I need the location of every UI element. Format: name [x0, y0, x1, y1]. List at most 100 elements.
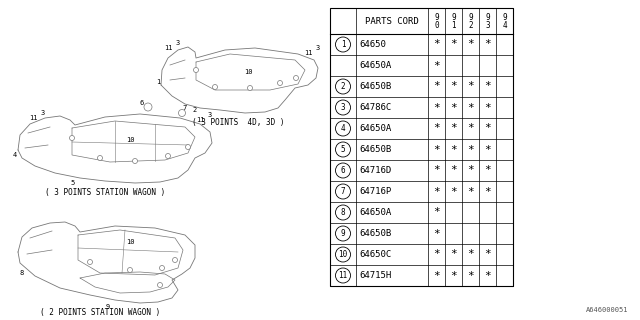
Circle shape — [212, 84, 218, 90]
Text: 11: 11 — [196, 117, 204, 123]
Text: *: * — [433, 270, 440, 281]
Text: 0: 0 — [434, 21, 439, 30]
Text: 3: 3 — [485, 21, 490, 30]
Text: 9: 9 — [502, 12, 507, 21]
Circle shape — [335, 226, 351, 241]
Text: 11: 11 — [304, 50, 312, 56]
Circle shape — [335, 163, 351, 178]
Text: 10: 10 — [125, 239, 134, 245]
Text: *: * — [433, 187, 440, 196]
Text: *: * — [450, 124, 457, 133]
Circle shape — [157, 283, 163, 287]
Text: *: * — [433, 228, 440, 238]
Bar — [330, 8, 513, 286]
Text: 1: 1 — [340, 40, 346, 49]
Circle shape — [335, 121, 351, 136]
Circle shape — [335, 247, 351, 262]
Text: *: * — [450, 102, 457, 113]
Text: 64715H: 64715H — [359, 271, 391, 280]
Text: 64650A: 64650A — [359, 124, 391, 133]
Text: 2: 2 — [468, 21, 473, 30]
Text: ( 2 POINTS STATION WAGON ): ( 2 POINTS STATION WAGON ) — [40, 308, 160, 316]
Text: 10: 10 — [125, 137, 134, 143]
Text: *: * — [450, 82, 457, 92]
Text: *: * — [450, 187, 457, 196]
Circle shape — [278, 81, 282, 85]
Circle shape — [335, 205, 351, 220]
Text: *: * — [450, 39, 457, 50]
Text: 3: 3 — [176, 40, 180, 46]
Text: 3: 3 — [340, 103, 346, 112]
Circle shape — [335, 268, 351, 283]
Circle shape — [335, 37, 351, 52]
Text: *: * — [467, 102, 474, 113]
Text: 9: 9 — [485, 12, 490, 21]
Circle shape — [144, 103, 152, 111]
Text: 3: 3 — [316, 45, 320, 51]
Text: 4: 4 — [13, 152, 17, 158]
Circle shape — [173, 258, 177, 262]
Text: 64650B: 64650B — [359, 229, 391, 238]
Text: *: * — [467, 187, 474, 196]
Text: *: * — [450, 165, 457, 175]
Text: 64716D: 64716D — [359, 166, 391, 175]
Circle shape — [335, 79, 351, 94]
Circle shape — [335, 184, 351, 199]
Text: *: * — [484, 124, 491, 133]
Text: 9: 9 — [106, 304, 110, 310]
Text: *: * — [433, 102, 440, 113]
Text: ( 3 POINTS STATION WAGON ): ( 3 POINTS STATION WAGON ) — [45, 188, 165, 196]
Text: *: * — [467, 270, 474, 281]
Text: 64650: 64650 — [359, 40, 386, 49]
Circle shape — [166, 154, 170, 158]
Text: *: * — [467, 250, 474, 260]
Text: *: * — [467, 165, 474, 175]
Text: *: * — [433, 207, 440, 218]
Text: 9: 9 — [340, 229, 346, 238]
Circle shape — [132, 158, 138, 164]
Text: *: * — [433, 39, 440, 50]
Text: 4: 4 — [502, 21, 507, 30]
Text: 11: 11 — [164, 45, 172, 51]
Text: A646000051: A646000051 — [586, 307, 628, 313]
Circle shape — [335, 100, 351, 115]
Text: 6: 6 — [340, 166, 346, 175]
Text: 5: 5 — [340, 145, 346, 154]
Text: 64650B: 64650B — [359, 145, 391, 154]
Circle shape — [70, 135, 74, 140]
Text: *: * — [467, 39, 474, 50]
Text: *: * — [467, 145, 474, 155]
Text: *: * — [433, 165, 440, 175]
Text: *: * — [484, 250, 491, 260]
Circle shape — [97, 156, 102, 161]
Text: *: * — [433, 82, 440, 92]
Text: 7: 7 — [183, 105, 187, 111]
Text: *: * — [467, 82, 474, 92]
Text: 5: 5 — [71, 180, 75, 186]
Text: 9: 9 — [451, 12, 456, 21]
Circle shape — [248, 85, 253, 91]
Circle shape — [88, 260, 93, 265]
Text: 2: 2 — [340, 82, 346, 91]
Text: *: * — [467, 124, 474, 133]
Circle shape — [179, 109, 186, 116]
Text: 3: 3 — [41, 110, 45, 116]
Text: *: * — [484, 39, 491, 50]
Text: 11: 11 — [29, 115, 37, 121]
Circle shape — [294, 76, 298, 81]
Text: 7: 7 — [340, 187, 346, 196]
Text: 64650A: 64650A — [359, 208, 391, 217]
Circle shape — [159, 266, 164, 270]
Circle shape — [193, 68, 198, 73]
Text: *: * — [484, 165, 491, 175]
Text: *: * — [433, 60, 440, 70]
Text: *: * — [484, 187, 491, 196]
Text: ( 3 POINTS  4D, 3D ): ( 3 POINTS 4D, 3D ) — [192, 117, 284, 126]
Text: 64786C: 64786C — [359, 103, 391, 112]
Text: *: * — [450, 250, 457, 260]
Text: 9: 9 — [468, 12, 473, 21]
Text: 8: 8 — [20, 270, 24, 276]
Text: PARTS CORD: PARTS CORD — [365, 17, 419, 26]
Text: *: * — [484, 82, 491, 92]
Text: 64650B: 64650B — [359, 82, 391, 91]
